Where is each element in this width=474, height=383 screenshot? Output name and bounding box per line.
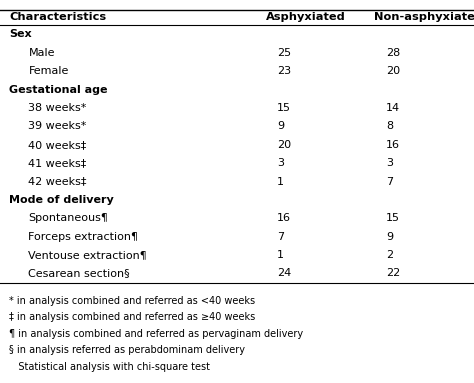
Text: Ventouse extraction¶: Ventouse extraction¶ — [28, 250, 147, 260]
Text: Cesarean section§: Cesarean section§ — [28, 268, 130, 278]
Text: 40 weeks‡: 40 weeks‡ — [28, 140, 87, 150]
Text: 8: 8 — [386, 121, 393, 131]
Text: 24: 24 — [277, 268, 292, 278]
Text: Sex: Sex — [9, 29, 32, 39]
Text: 39 weeks*: 39 weeks* — [28, 121, 87, 131]
Text: ¶ in analysis combined and referred as pervaginam delivery: ¶ in analysis combined and referred as p… — [9, 329, 304, 339]
Text: Forceps extraction¶: Forceps extraction¶ — [28, 232, 138, 242]
Text: 14: 14 — [386, 103, 401, 113]
Text: 15: 15 — [277, 103, 292, 113]
Text: 7: 7 — [277, 232, 284, 242]
Text: Characteristics: Characteristics — [9, 12, 107, 22]
Text: 3: 3 — [277, 158, 284, 168]
Text: Female: Female — [28, 66, 69, 76]
Text: 16: 16 — [386, 140, 401, 150]
Text: * in analysis combined and referred as <40 weeks: * in analysis combined and referred as <… — [9, 296, 255, 306]
Text: 3: 3 — [386, 158, 393, 168]
Text: 1: 1 — [277, 250, 284, 260]
Text: 9: 9 — [277, 121, 284, 131]
Text: 20: 20 — [277, 140, 292, 150]
Text: Spontaneous¶: Spontaneous¶ — [28, 213, 109, 223]
Text: Non-asphyxiated: Non-asphyxiated — [374, 12, 474, 22]
Text: 25: 25 — [277, 48, 292, 58]
Text: 42 weeks‡: 42 weeks‡ — [28, 177, 87, 187]
Text: 7: 7 — [386, 177, 393, 187]
Text: 15: 15 — [386, 213, 401, 223]
Text: 1: 1 — [277, 177, 284, 187]
Text: Gestational age: Gestational age — [9, 85, 108, 95]
Text: 22: 22 — [386, 268, 401, 278]
Text: § in analysis referred as perabdominam delivery: § in analysis referred as perabdominam d… — [9, 345, 246, 355]
Text: 38 weeks*: 38 weeks* — [28, 103, 87, 113]
Text: 9: 9 — [386, 232, 393, 242]
Text: Statistical analysis with chi-square test: Statistical analysis with chi-square tes… — [9, 362, 210, 372]
Text: Male: Male — [28, 48, 55, 58]
Text: 41 weeks‡: 41 weeks‡ — [28, 158, 87, 168]
Text: 16: 16 — [277, 213, 292, 223]
Text: Asphyxiated: Asphyxiated — [265, 12, 345, 22]
Text: ‡ in analysis combined and referred as ≥40 weeks: ‡ in analysis combined and referred as ≥… — [9, 312, 256, 322]
Text: Mode of delivery: Mode of delivery — [9, 195, 114, 205]
Text: 2: 2 — [386, 250, 393, 260]
Text: 28: 28 — [386, 48, 401, 58]
Text: 23: 23 — [277, 66, 292, 76]
Text: 20: 20 — [386, 66, 401, 76]
